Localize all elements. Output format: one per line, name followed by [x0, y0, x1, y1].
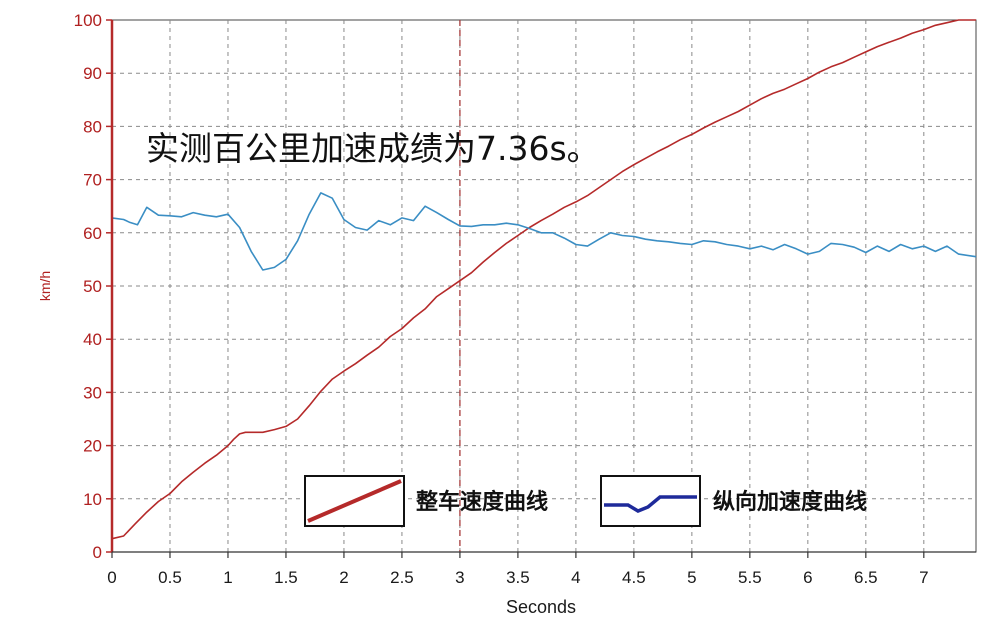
x-tick-label-13: 6.5 — [854, 568, 878, 587]
legend-swatch-accel — [600, 475, 701, 527]
legend-item-speed: 整车速度曲线 — [304, 475, 548, 527]
y-axis-ticks: 0 10 20 30 40 50 60 70 80 90 100 — [74, 11, 112, 562]
y-tick-label-9: 90 — [83, 64, 102, 83]
y-tick-label-8: 80 — [83, 117, 102, 136]
x-tick-label-0: 0 — [107, 568, 116, 587]
y-tick-label-3: 30 — [83, 383, 102, 402]
series-group — [111, 19, 977, 540]
legend: 整车速度曲线 纵向加速度曲线 — [304, 475, 867, 527]
legend-line-accel — [604, 495, 697, 513]
y-tick-label-10: 100 — [74, 11, 102, 30]
x-tick-label-14: 7 — [919, 568, 928, 587]
x-tick-label-3: 1.5 — [274, 568, 298, 587]
x-tick-label-8: 4 — [571, 568, 580, 587]
x-tick-label-4: 2 — [339, 568, 348, 587]
x-tick-label-10: 5 — [687, 568, 696, 587]
y-tick-label-2: 20 — [83, 437, 102, 456]
x-tick-label-12: 6 — [803, 568, 812, 587]
legend-swatch-speed — [304, 475, 405, 527]
result-annotation: 实测百公里加速成绩为7.36s。 — [146, 129, 600, 168]
x-tick-label-9: 4.5 — [622, 568, 646, 587]
y-tick-label-7: 70 — [83, 171, 102, 190]
grid — [112, 20, 976, 552]
x-tick-label-6: 3 — [455, 568, 464, 587]
x-tick-label-1: 0.5 — [158, 568, 182, 587]
x-axis-ticks: 0 0.5 1 1.5 2 2.5 3 3.5 4 4.5 5 5.5 6 6.5 7 — [107, 552, 929, 587]
y-tick-label-5: 50 — [83, 277, 102, 296]
x-tick-label-7: 3.5 — [506, 568, 530, 587]
y-axis-title: km/h — [37, 271, 53, 301]
x-tick-label-5: 2.5 — [390, 568, 414, 587]
legend-item-accel: 纵向加速度曲线 — [600, 475, 867, 527]
legend-label-accel: 纵向加速度曲线 — [713, 489, 867, 515]
y-tick-label-0: 0 — [93, 543, 102, 562]
x-tick-label-2: 1 — [223, 568, 232, 587]
series-line-1 — [111, 192, 977, 271]
y-tick-label-4: 40 — [83, 330, 102, 349]
y-tick-label-6: 60 — [83, 224, 102, 243]
x-tick-label-11: 5.5 — [738, 568, 762, 587]
series-line-0 — [111, 19, 976, 540]
legend-line-speed — [307, 479, 402, 523]
legend-label-speed: 整车速度曲线 — [416, 489, 548, 515]
x-axis-title: Seconds — [506, 597, 576, 617]
y-tick-label-1: 10 — [83, 490, 102, 509]
